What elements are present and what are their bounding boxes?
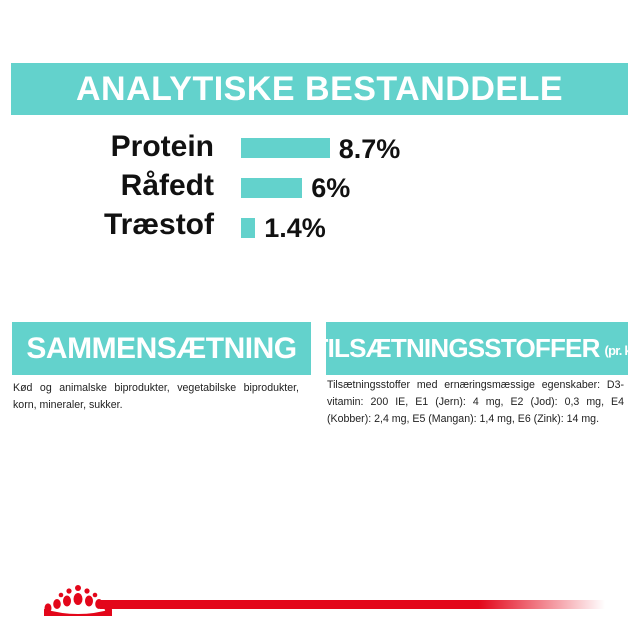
additives-title-banner: TILSÆTNINGSSTOFFER (pr. kg) bbox=[326, 322, 628, 375]
analytical-title-banner: ANALYTISKE BESTANDDELE bbox=[11, 63, 628, 115]
fat-value: 6% bbox=[311, 173, 351, 203]
brand-footer-line bbox=[100, 600, 605, 609]
fiber-label: Træstof bbox=[103, 208, 214, 241]
fiber-bar bbox=[241, 218, 256, 238]
composition-text: Kød og animalske biprodukter, vegetabils… bbox=[13, 382, 299, 411]
royal-canin-crown-icon bbox=[44, 585, 112, 616]
fat-label: Råfedt bbox=[120, 169, 214, 202]
protein-value: 8.7% bbox=[338, 134, 401, 164]
protein-bar bbox=[241, 138, 330, 158]
additives-title: TILSÆTNINGSSTOFFER bbox=[326, 333, 600, 363]
additives-title-suffix: (pr. kg) bbox=[604, 343, 628, 358]
fat-bar bbox=[241, 178, 303, 198]
fiber-value: 1.4% bbox=[264, 213, 326, 243]
composition-title: SAMMENSÆTNING bbox=[26, 331, 297, 365]
composition-title-banner: SAMMENSÆTNING bbox=[12, 322, 311, 375]
analytical-title: ANALYTISKE BESTANDDELE bbox=[75, 69, 564, 108]
protein-label: Protein bbox=[110, 130, 214, 163]
additives-text: Tilsætningsstoffer med ernæringsmæssige … bbox=[327, 379, 624, 425]
